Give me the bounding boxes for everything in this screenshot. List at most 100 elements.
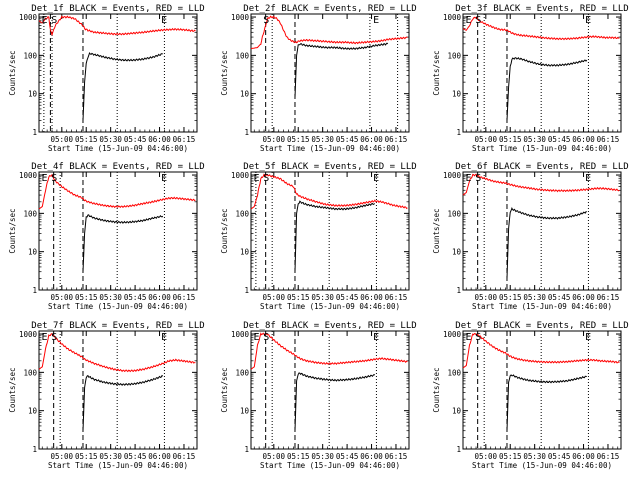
flag-s-label: S — [263, 15, 269, 26]
panel-4: Det_4f BLACK = Events, RED = LLD 1 10 100 10… — [8, 162, 205, 311]
y-tick-label: 10 — [452, 90, 462, 99]
chart-title: Det_6f BLACK = Events, RED = LLD — [455, 162, 628, 172]
x-tick-label: 05:15 — [287, 293, 310, 302]
x-tick-label: 06:15 — [385, 452, 408, 461]
y-tick-label: 1000 — [231, 13, 250, 22]
y-tick-label: 10 — [240, 407, 250, 416]
x-tick-label: 06:00 — [360, 135, 383, 144]
x-tick-label: 05:45 — [124, 135, 147, 144]
chart-title: Det_8f BLACK = Events, RED = LLD — [243, 321, 416, 331]
y-axis-label: Counts/sec — [432, 208, 441, 253]
x-axis-label: Start Time (15-Jun-09 04:46:00) — [472, 144, 612, 153]
x-axis-label: Start Time (15-Jun-09 04:46:00) — [472, 461, 612, 470]
y-tick-label: 100 — [447, 51, 461, 60]
plot-frame — [38, 13, 198, 133]
flag-e-label: E — [161, 332, 167, 343]
flag-e-label: E — [41, 15, 47, 26]
flag-s-label: S — [475, 173, 481, 184]
events-series-line — [294, 42, 389, 98]
x-tick-label: 06:15 — [597, 452, 620, 461]
chart-title: Det_3f BLACK = Events, RED = LLD — [455, 4, 628, 14]
flag-e-label: E — [253, 173, 259, 184]
x-tick-label: 05:00 — [475, 135, 498, 144]
events-series-line — [82, 51, 163, 121]
x-tick-label: 06:00 — [572, 135, 595, 144]
x-tick-label: 06:15 — [385, 293, 408, 302]
lld-series-line — [250, 15, 408, 50]
x-tick-label: 05:00 — [263, 135, 286, 144]
y-tick-label: 1 — [456, 286, 461, 295]
x-tick-label: 05:15 — [75, 293, 98, 302]
y-tick-label: 10 — [28, 248, 38, 257]
y-tick-label: 1 — [32, 445, 37, 454]
x-tick-label: 05:00 — [263, 293, 286, 302]
x-tick-label: 05:15 — [287, 135, 310, 144]
plot-frame — [462, 171, 622, 291]
y-tick-label: 1 — [32, 286, 37, 295]
events-series-line — [82, 374, 164, 431]
chart-title: Det_2f BLACK = Events, RED = LLD — [243, 4, 416, 14]
x-tick-label: 06:00 — [360, 452, 383, 461]
y-tick-label: 10 — [452, 248, 462, 257]
lld-series-line — [38, 333, 196, 373]
x-axis-label: Start Time (15-Jun-09 04:46:00) — [260, 144, 400, 153]
x-axis-label: Start Time (15-Jun-09 04:46:00) — [48, 144, 188, 153]
x-tick-label: 06:00 — [572, 452, 595, 461]
y-tick-label: 100 — [235, 51, 249, 60]
y-tick-label: 10 — [28, 407, 38, 416]
x-tick-label: 05:15 — [287, 452, 310, 461]
y-tick-label: 100 — [447, 368, 461, 377]
x-tick-label: 05:15 — [499, 135, 522, 144]
plot-frame — [250, 171, 410, 291]
x-tick-label: 05:45 — [336, 293, 359, 302]
x-tick-label: 05:15 — [499, 452, 522, 461]
y-tick-label: 100 — [23, 368, 37, 377]
flag-e-label: E — [373, 332, 379, 343]
y-tick-label: 1000 — [443, 13, 462, 22]
x-tick-label: 06:15 — [173, 452, 196, 461]
flag-e-label: E — [585, 332, 591, 343]
panel-5: Det_5f BLACK = Events, RED = LLD 1 10 100 10… — [220, 162, 417, 311]
lld-series-line — [462, 333, 620, 369]
x-tick-label: 05:00 — [51, 135, 74, 144]
panel-9: Det_9f BLACK = Events, RED = LLD 1 10 100 10… — [432, 321, 629, 470]
x-tick-label: 06:00 — [360, 293, 383, 302]
x-tick-label: 05:00 — [475, 293, 498, 302]
y-tick-label: 1 — [244, 286, 249, 295]
chart-title: Det_1f BLACK = Events, RED = LLD — [31, 4, 204, 14]
panel-3: Det_3f BLACK = Events, RED = LLD 1 10 100 10… — [432, 4, 629, 153]
y-tick-label: 1000 — [231, 171, 250, 180]
y-tick-label: 1000 — [443, 330, 462, 339]
y-tick-label: 1000 — [443, 171, 462, 180]
x-tick-label: 05:30 — [311, 293, 334, 302]
flag-e-label: E — [41, 332, 47, 343]
x-axis-label: Start Time (15-Jun-09 04:46:00) — [48, 461, 188, 470]
x-tick-label: 05:30 — [99, 135, 122, 144]
y-tick-label: 100 — [235, 368, 249, 377]
x-tick-label: 05:45 — [548, 293, 571, 302]
y-tick-label: 10 — [240, 248, 250, 257]
x-tick-label: 05:00 — [475, 452, 498, 461]
x-tick-label: 05:00 — [51, 293, 74, 302]
flag-s-label: S — [51, 173, 57, 184]
y-tick-label: 10 — [28, 90, 38, 99]
flag-s-label: S — [475, 332, 481, 343]
x-tick-label: 06:00 — [148, 452, 171, 461]
lld-series-line — [250, 173, 408, 210]
x-tick-label: 05:30 — [99, 293, 122, 302]
lld-series-line — [38, 15, 196, 36]
flag-e-label: E — [161, 173, 167, 184]
y-tick-label: 1000 — [231, 330, 250, 339]
flag-e-label: E — [253, 332, 259, 343]
events-series-line — [506, 57, 588, 121]
y-axis-label: Counts/sec — [432, 50, 441, 95]
x-tick-label: 05:45 — [336, 135, 359, 144]
x-tick-label: 05:45 — [124, 452, 147, 461]
x-tick-label: 05:45 — [336, 452, 359, 461]
x-tick-label: 05:15 — [75, 452, 98, 461]
flag-s-label: S — [263, 332, 269, 343]
flag-s-label: S — [475, 15, 481, 26]
y-tick-label: 100 — [235, 209, 249, 218]
x-tick-label: 06:15 — [173, 135, 196, 144]
y-tick-label: 1000 — [19, 330, 38, 339]
